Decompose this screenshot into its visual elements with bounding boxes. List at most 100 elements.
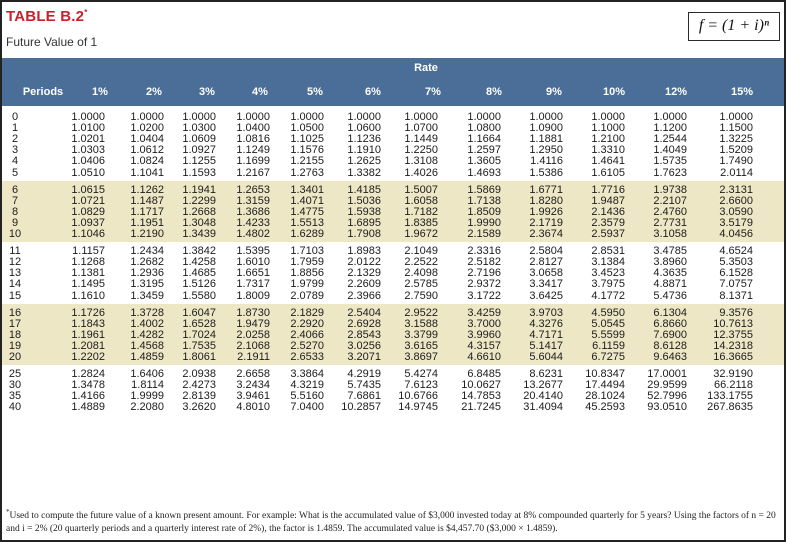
factor-cell: 3.9960 bbox=[467, 328, 501, 341]
table-row: 12 1.1268 1.2682 1.4258 1.6010 1.7959 2.0122 2.… bbox=[2, 257, 784, 268]
period-cell: 19 bbox=[8, 339, 22, 352]
factor-cell: 2.1436 bbox=[591, 205, 625, 218]
factor-cell: 1.9990 bbox=[467, 216, 501, 229]
factor-cell: 2.5804 bbox=[529, 245, 563, 258]
factor-cell: 1.7490 bbox=[719, 155, 753, 168]
factor-cell: 1.1449 bbox=[404, 133, 438, 146]
factor-cell: 2.1719 bbox=[529, 216, 563, 229]
factor-cell: 7.6900 bbox=[653, 328, 687, 341]
factor-cell: 1.6895 bbox=[347, 216, 381, 229]
factor-cell: 1.8385 bbox=[404, 216, 438, 229]
factor-cell: 66.2118 bbox=[714, 379, 753, 392]
table-row: 8 1.0829 1.1717 1.2668 1.3686 1.4775 1.5938 1.7… bbox=[2, 205, 784, 218]
factor-cell: 2.6533 bbox=[290, 351, 324, 363]
factor-cell: 1.0927 bbox=[182, 144, 216, 157]
factor-cell: 17.0001 bbox=[647, 368, 687, 381]
factor-cell: 1.7317 bbox=[236, 278, 270, 291]
period-cell: 5 bbox=[11, 166, 19, 179]
factor-cell: 12.3755 bbox=[713, 328, 753, 341]
factor-cell: 1.0000 bbox=[236, 111, 270, 123]
factor-cell: 4.3276 bbox=[529, 317, 563, 330]
factor-cell: 2.6658 bbox=[236, 368, 270, 381]
factor-cell: 1.4889 bbox=[71, 401, 105, 414]
factor-cell: 1.1268 bbox=[71, 256, 105, 269]
factor-cell: 1.2597 bbox=[467, 144, 501, 157]
row-group bbox=[2, 108, 784, 181]
factor-cell: 1.9487 bbox=[591, 194, 625, 207]
factor-cell: 1.2950 bbox=[529, 144, 563, 157]
rate-column-header: 1% bbox=[92, 86, 108, 98]
factor-cell: 1.3310 bbox=[591, 144, 625, 157]
factor-cell: 10.2857 bbox=[341, 401, 381, 414]
factor-cell: 3.0590 bbox=[719, 205, 753, 218]
factor-cell: 1.9926 bbox=[529, 205, 563, 218]
factor-cell: 3.7000 bbox=[467, 317, 501, 330]
factor-cell: 1.7024 bbox=[182, 328, 216, 341]
period-cell: 12 bbox=[8, 256, 22, 269]
factor-cell: 1.1717 bbox=[130, 205, 164, 218]
factor-cell: 3.1058 bbox=[653, 228, 687, 240]
factor-cell: 1.3401 bbox=[290, 183, 324, 196]
factor-cell: 10.7613 bbox=[713, 317, 753, 330]
factor-cell: 1.4802 bbox=[236, 228, 270, 240]
factor-cell: 1.4233 bbox=[236, 216, 270, 229]
table-row: 19 1.2081 1.4568 1.7535 2.1068 2.5270 3.0256 3.… bbox=[2, 339, 784, 352]
factor-cell: 1.9738 bbox=[653, 183, 687, 196]
factor-cell: 2.0789 bbox=[290, 289, 324, 302]
factor-cell: 2.2920 bbox=[290, 317, 324, 330]
factor-cell: 1.3478 bbox=[71, 379, 105, 392]
factor-cell: 1.0406 bbox=[71, 155, 105, 168]
factor-cell: 2.5270 bbox=[290, 339, 324, 352]
factor-cell: 3.2434 bbox=[236, 379, 270, 392]
factor-cell: 1.5386 bbox=[529, 166, 563, 179]
factor-cell: 2.6928 bbox=[347, 317, 381, 330]
factor-cell: 1.1910 bbox=[347, 144, 381, 157]
factor-cell: 8.6128 bbox=[653, 339, 687, 352]
table-row: 3 1.0303 1.0612 1.0927 1.1249 1.1576 1.1910 1.2… bbox=[2, 145, 784, 156]
factor-cell: 1.8856 bbox=[290, 267, 324, 280]
rate-column-header: 6% bbox=[365, 86, 381, 98]
factor-cell: 3.2620 bbox=[182, 401, 216, 414]
table-title: TABLE B.2* bbox=[6, 8, 88, 25]
factor-cell: 2.3966 bbox=[347, 289, 381, 302]
period-cell: 10 bbox=[8, 228, 22, 240]
factor-cell: 3.8697 bbox=[404, 351, 438, 363]
factor-cell: 1.1200 bbox=[653, 122, 687, 135]
factor-cell: 7.6861 bbox=[347, 390, 381, 403]
factor-cell: 1.1025 bbox=[290, 133, 324, 146]
factor-cell: 14.2318 bbox=[713, 339, 753, 352]
factor-cell: 1.0300 bbox=[182, 122, 216, 135]
factor-cell: 3.9703 bbox=[529, 306, 563, 319]
factor-cell: 1.2936 bbox=[130, 267, 164, 280]
factor-cell: 5.3503 bbox=[719, 256, 753, 269]
factor-cell: 1.2544 bbox=[653, 133, 687, 146]
factor-cell: 1.4859 bbox=[130, 351, 164, 363]
factor-cell: 1.8061 bbox=[182, 351, 216, 363]
factor-cell: 4.7171 bbox=[529, 328, 563, 341]
factor-cell: 2.4098 bbox=[404, 267, 438, 280]
factor-cell: 1.4002 bbox=[130, 317, 164, 330]
rate-column-header: 9% bbox=[546, 86, 562, 98]
factor-cell: 1.8280 bbox=[529, 194, 563, 207]
factor-cell: 5.7435 bbox=[347, 379, 381, 392]
factor-cell: 5.4274 bbox=[404, 368, 438, 381]
factor-cell: 1.2250 bbox=[404, 144, 438, 157]
factor-cell: 1.2299 bbox=[182, 194, 216, 207]
factor-cell: 3.6165 bbox=[404, 339, 438, 352]
table-row: 10 1.1046 1.2190 1.3439 1.4802 1.6289 1.7908 1.… bbox=[2, 229, 784, 240]
table-row: 9 1.0937 1.1951 1.3048 1.4233 1.5513 1.6895 1.8… bbox=[2, 216, 784, 229]
factor-cell: 7.6123 bbox=[404, 379, 438, 392]
table-row: 40 1.4889 2.2080 3.2620 4.8010 7.0400 10.2857 1… bbox=[2, 402, 784, 413]
factor-cell: 1.7959 bbox=[290, 256, 324, 269]
rate-label: Rate bbox=[414, 62, 438, 74]
factor-cell: 6.8485 bbox=[467, 368, 501, 381]
factor-cell: 1.8509 bbox=[467, 205, 501, 218]
factor-cell: 1.1961 bbox=[71, 328, 105, 341]
factor-cell: 10.0627 bbox=[461, 379, 501, 392]
factor-cell: 1.0829 bbox=[71, 205, 105, 218]
factor-cell: 3.4259 bbox=[467, 306, 501, 319]
factor-cell: 1.4185 bbox=[347, 183, 381, 196]
factor-cell: 133.1755 bbox=[707, 390, 753, 403]
period-cell: 0 bbox=[11, 111, 19, 123]
factor-cell: 3.5179 bbox=[719, 216, 753, 229]
